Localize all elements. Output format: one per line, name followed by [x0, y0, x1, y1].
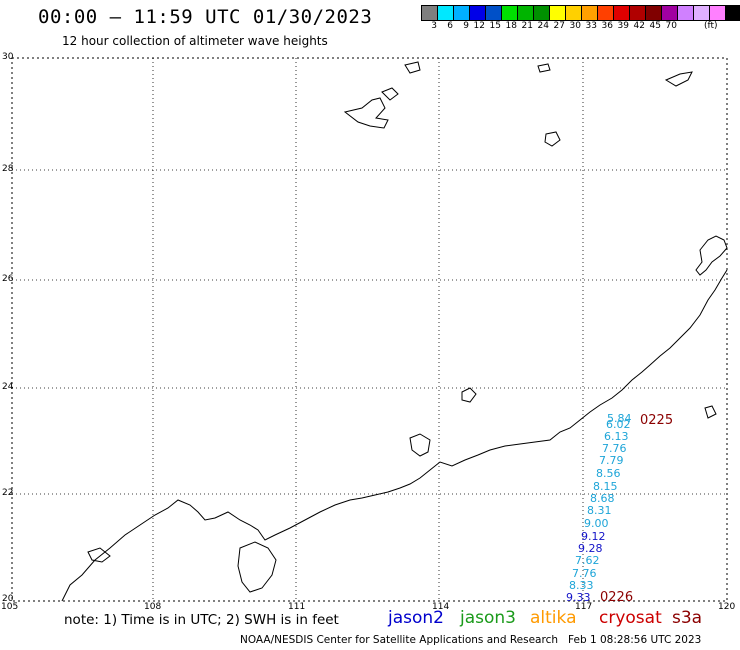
colorbar-tick: 30: [569, 21, 581, 31]
lon-label-108: 108: [144, 602, 162, 612]
colorbar-ticks: 3 6 9 12 15 18 21 24 27 30 33 36 39 42 45 70: [421, 21, 677, 31]
colorbar-tick: 24: [537, 21, 549, 31]
footer-credit-text: NOAA/NESDIS Center for Satellite Applica…: [240, 634, 558, 646]
colorbar-tick: 42: [633, 21, 645, 31]
colorbar-tick: 33: [585, 21, 597, 31]
colorbar-tick: 18: [505, 21, 517, 31]
colorbar: [421, 5, 740, 21]
islets: [87, 61, 717, 563]
colorbar-swatch: [710, 6, 726, 20]
colorbar-swatch: [726, 6, 740, 20]
colorbar-tick: 6: [447, 21, 453, 31]
colorbar-swatch: [518, 6, 534, 20]
wave-height-label: 7.62: [575, 554, 600, 567]
island: [237, 541, 277, 593]
wave-height-label: 8.56: [596, 467, 621, 480]
colorbar-swatch: [422, 6, 438, 20]
wave-height-label: 8.33: [569, 579, 594, 592]
wave-height-label: 7.79: [599, 454, 624, 467]
legend-jason3: jason3: [460, 608, 516, 628]
colorbar-swatch: [694, 6, 710, 20]
colorbar-tick: 45: [649, 21, 661, 31]
colorbar-tick: 27: [553, 21, 565, 31]
colorbar-unit: (ft): [704, 21, 718, 31]
colorbar-tick: 9: [463, 21, 469, 31]
colorbar-tick: 36: [601, 21, 613, 31]
coastline-detail: [695, 235, 728, 276]
pass-time-label: 0226: [600, 590, 634, 605]
footer-credit: NOAA/NESDIS Center for Satellite Applica…: [240, 634, 701, 646]
wave-height-label: 6.13: [604, 430, 629, 443]
grid-lines: [12, 58, 727, 601]
wave-height-label: 8.15: [593, 480, 618, 493]
colorbar-swatch: [502, 6, 518, 20]
pass-time-label: 0225: [640, 413, 674, 428]
colorbar-tick: 70: [665, 21, 677, 31]
colorbar-swatch: [678, 6, 694, 20]
colorbar-tick: 12: [473, 21, 485, 31]
wave-height-label: 5.84: [607, 412, 632, 425]
colorbar-tick: 15: [489, 21, 501, 31]
wave-height-label: 9.12: [581, 530, 606, 543]
colorbar-tick: 39: [617, 21, 629, 31]
lon-label-120: 120: [718, 602, 736, 612]
colorbar-swatch: [630, 6, 646, 20]
lat-label-20: 20: [2, 594, 14, 604]
colorbar-swatch: [550, 6, 566, 20]
colorbar-swatch: [534, 6, 550, 20]
coastline: [61, 269, 728, 602]
colorbar-swatch: [486, 6, 502, 20]
lon-label-117: 117: [575, 602, 593, 612]
colorbar-swatch: [566, 6, 582, 20]
colorbar-swatch: [646, 6, 662, 20]
legend-jason2: jason2: [388, 608, 444, 628]
legend-altika: altika: [530, 608, 577, 628]
colorbar-swatch: [438, 6, 454, 20]
lat-label-24: 24: [2, 382, 14, 392]
wave-height-label: 7.76: [572, 567, 597, 580]
wave-height-label: 6.02: [606, 418, 631, 431]
colorbar-swatch: [454, 6, 470, 20]
lat-label-26: 26: [2, 274, 14, 284]
wave-height-label: 7.76: [602, 442, 627, 455]
lat-label-30: 30: [2, 52, 14, 62]
wave-height-label: 8.31: [587, 504, 612, 517]
colorbar-swatch: [614, 6, 630, 20]
map-subtitle: 12 hour collection of altimeter wave hei…: [62, 34, 328, 48]
wave-height-label: 9.28: [578, 542, 603, 555]
lon-label-114: 114: [432, 602, 450, 612]
lat-label-22: 22: [2, 488, 14, 498]
wave-height-label: 9.33: [566, 591, 591, 604]
colorbar-tick: 21: [521, 21, 533, 31]
wave-height-label: 9.00: [584, 517, 609, 530]
footer-timestamp: Feb 1 08:28:56 UTC 2023: [568, 634, 702, 646]
legend-cryosat: cryosat: [599, 608, 662, 628]
colorbar-swatch: [662, 6, 678, 20]
colorbar-swatch: [470, 6, 486, 20]
map-title: 00:00 – 11:59 UTC 01/30/2023: [38, 6, 373, 28]
lon-label-111: 111: [288, 602, 306, 612]
lon-label-105: 105: [1, 602, 19, 612]
map-frame: [11, 57, 728, 602]
wave-height-label: 8.68: [590, 492, 615, 505]
lat-label-28: 28: [2, 164, 14, 174]
colorbar-swatch: [582, 6, 598, 20]
colorbar-swatch: [598, 6, 614, 20]
note-text: note: 1) Time is in UTC; 2) SWH is in fe…: [64, 612, 339, 628]
colorbar-tick: 3: [431, 21, 437, 31]
legend-s3a: s3a: [672, 608, 703, 628]
